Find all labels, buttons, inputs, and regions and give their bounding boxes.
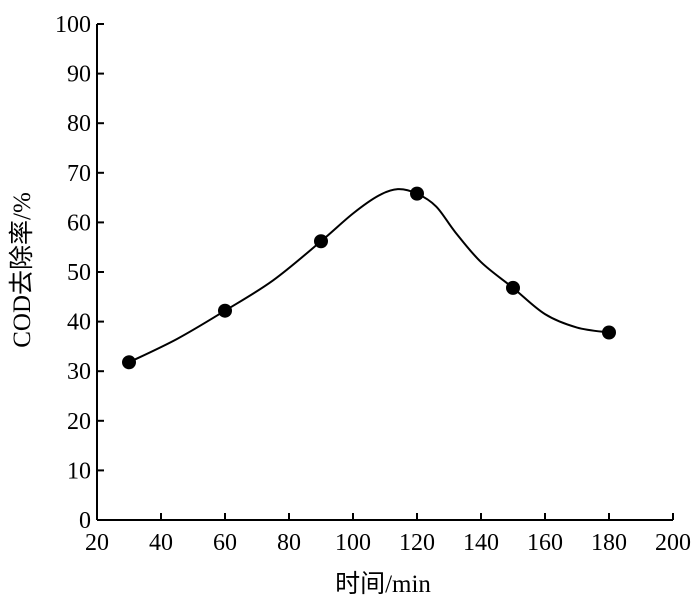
data-point-0 xyxy=(122,355,136,370)
x-axis-title: 时间/min xyxy=(335,570,431,598)
data-point-2 xyxy=(314,234,328,249)
y-tick-label-70: 70 xyxy=(67,161,91,187)
y-tick-label-50: 50 xyxy=(67,260,91,286)
x-tick-label-140: 140 xyxy=(463,530,499,556)
x-tick-label-100: 100 xyxy=(335,530,371,556)
data-point-3 xyxy=(410,186,424,201)
x-tick-label-60: 60 xyxy=(213,530,237,556)
y-tick-label-10: 10 xyxy=(67,458,91,484)
data-point-4 xyxy=(506,280,520,295)
x-tick-label-120: 120 xyxy=(399,530,435,556)
y-tick-label-90: 90 xyxy=(67,62,91,88)
y-tick-label-20: 20 xyxy=(67,409,91,435)
x-tick-label-80: 80 xyxy=(277,530,301,556)
y-tick-label-40: 40 xyxy=(67,310,91,336)
y-tick-label-60: 60 xyxy=(67,210,91,236)
x-tick-label-20: 20 xyxy=(85,530,109,556)
ticks: 0 10 20 30 40 50 60 70 80 90 100 20 40 60 80 100 120 140 1… xyxy=(55,12,691,556)
axes xyxy=(96,24,673,521)
x-tick-label-160: 160 xyxy=(527,530,563,556)
x-tick-label-180: 180 xyxy=(591,530,627,556)
y-tick-label-100: 100 xyxy=(55,12,91,38)
y-tick-label-30: 30 xyxy=(67,359,91,385)
y-axis-title: COD去除率/% xyxy=(8,192,36,348)
y-tick-label-80: 80 xyxy=(67,111,91,137)
series-0-line xyxy=(128,188,610,364)
y-tick-label-0: 0 xyxy=(79,508,91,534)
data-point-1 xyxy=(218,303,232,318)
x-tick-label-40: 40 xyxy=(149,530,173,556)
data-point-5 xyxy=(602,325,616,340)
series-layer xyxy=(122,186,616,370)
x-tick-label-200: 200 xyxy=(655,530,691,556)
